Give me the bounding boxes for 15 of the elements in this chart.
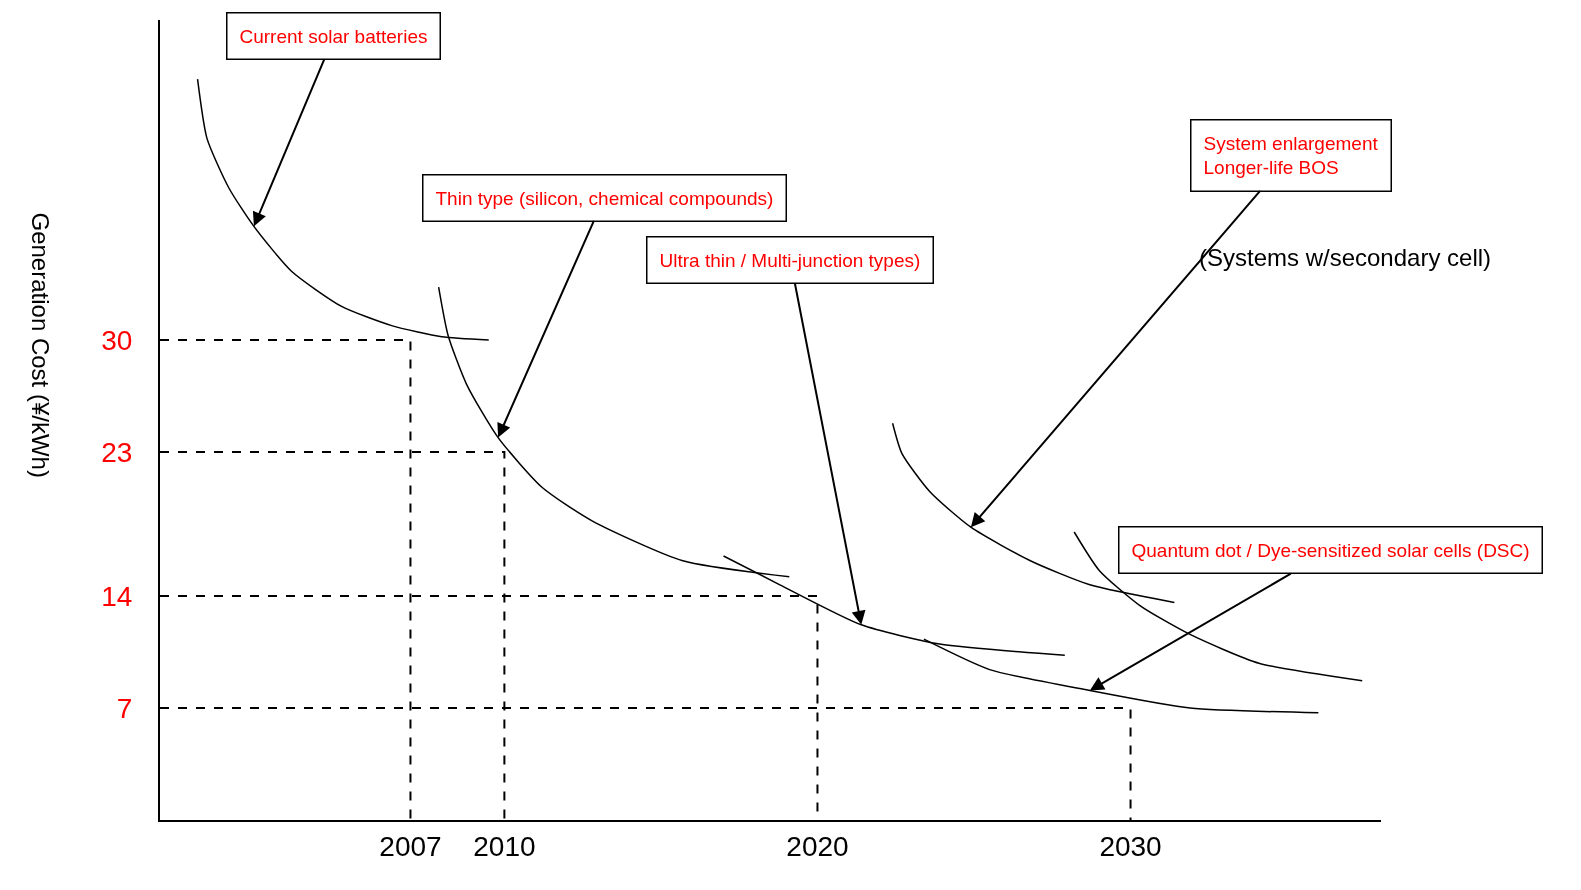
y-tick-label: 30 <box>101 324 133 356</box>
y-tick-label: 23 <box>101 436 133 468</box>
annotation: (Systems w/secondary cell) <box>1199 244 1492 271</box>
x-tick-label: 2007 <box>379 830 442 862</box>
annotation: Quantum dot / Dye-sensitized solar cells (DSC) <box>1131 539 1530 561</box>
x-tick-label: 2010 <box>473 830 536 862</box>
annotation: Current solar batteries <box>239 25 428 47</box>
annotation: System enlargement Longer-life BOS <box>1203 132 1379 179</box>
y-tick-label: 14 <box>101 580 133 612</box>
annotation: Ultra thin / Multi-junction types) <box>659 249 921 271</box>
x-tick-label: 2020 <box>786 830 849 862</box>
x-tick-label: 2030 <box>1099 830 1162 862</box>
y-tick-label: 7 <box>116 692 133 724</box>
y-axis-title: Generation Cost (¥/kWh) <box>26 212 54 478</box>
annotation: Thin type (silicon, chemical compounds) <box>435 187 774 209</box>
